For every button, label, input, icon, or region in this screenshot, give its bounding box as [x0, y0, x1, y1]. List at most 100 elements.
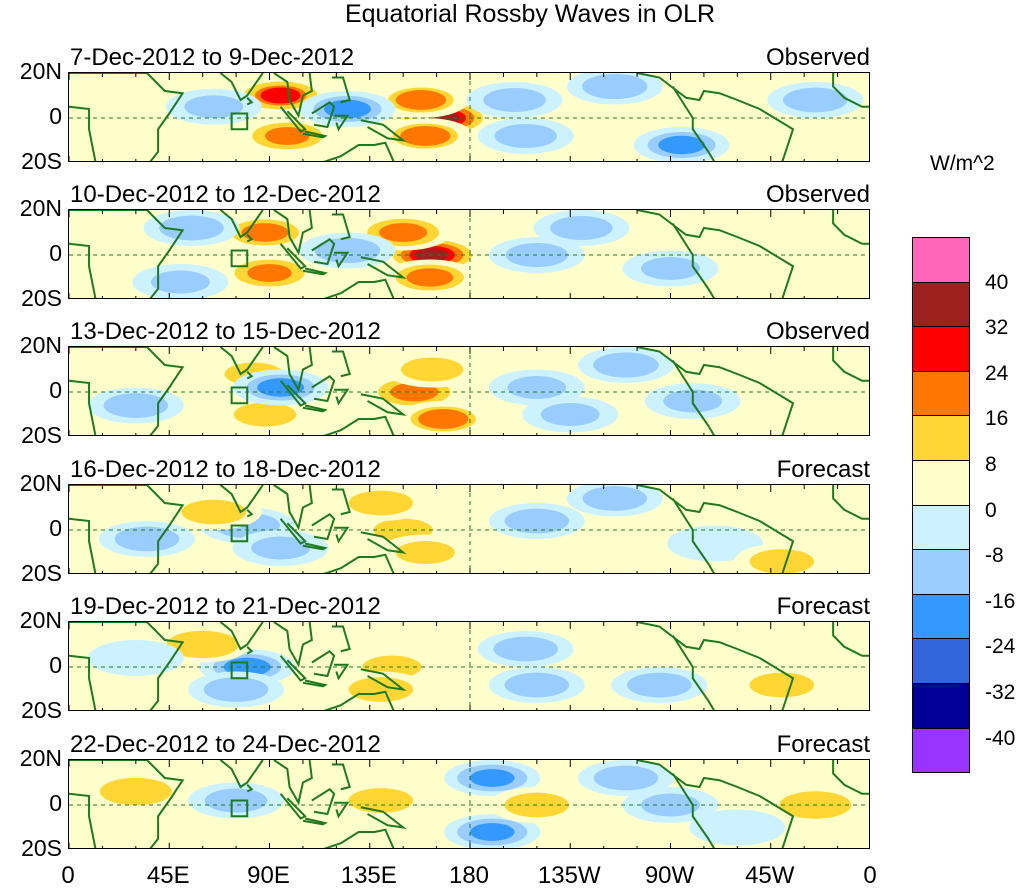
- anomaly-contour: [400, 126, 451, 146]
- colorbar-swatch: [912, 459, 970, 506]
- coastline: [832, 622, 869, 657]
- colorbar-level-label: -32: [985, 681, 1016, 704]
- coastline: [273, 622, 313, 668]
- colorbar-level-label: 8: [985, 453, 997, 476]
- anomaly-contour: [406, 268, 454, 287]
- coastline: [334, 114, 350, 132]
- anomaly-contour: [641, 257, 700, 280]
- coastline: [636, 210, 795, 298]
- anomaly-contour: [487, 89, 542, 111]
- coastline: [636, 622, 795, 710]
- coastline: [311, 512, 336, 541]
- anomaly-contour: [257, 378, 305, 397]
- panel-map: [68, 346, 870, 436]
- panel-map: [68, 209, 870, 299]
- coastline: [331, 213, 351, 241]
- x-tick-label: 135E: [340, 862, 397, 889]
- anomaly-contour: [159, 215, 224, 241]
- panel-kind-label: Forecast: [776, 593, 870, 620]
- y-tick-label: 0: [49, 790, 62, 816]
- reference-box: [230, 386, 249, 405]
- panel-map: [68, 484, 870, 574]
- anomaly-contour: [99, 644, 172, 672]
- y-tick-label: 0: [49, 515, 62, 541]
- anomaly-contour: [348, 490, 414, 516]
- coastline: [636, 347, 795, 435]
- anomaly-contour: [701, 813, 774, 842]
- anomaly-contour: [396, 541, 455, 564]
- chart-title: Equatorial Rossby Waves in OLR: [344, 0, 716, 28]
- olr-map: [69, 760, 869, 848]
- anomaly-contour: [348, 788, 414, 813]
- y-tick-label: 20S: [21, 285, 62, 311]
- coastline: [360, 531, 407, 555]
- x-tick-label: 180: [448, 862, 490, 889]
- coastline: [323, 553, 395, 573]
- panel-2: 10-Dec-2012 to 12-Dec-2012 Observed 20N 0 20…: [20, 181, 870, 311]
- anomaly-contour: [783, 87, 848, 113]
- reference-box: [230, 112, 249, 131]
- colorbar-swatch: [912, 682, 970, 729]
- coastline: [69, 485, 185, 573]
- x-tick-label: 90W: [644, 862, 695, 889]
- coastline: [279, 106, 307, 133]
- anomaly-contour: [251, 536, 310, 560]
- coastline: [219, 210, 264, 239]
- y-tick-label: 0: [49, 377, 62, 403]
- coastline: [273, 210, 313, 256]
- coastline: [273, 485, 313, 531]
- coastline: [219, 73, 264, 102]
- y-tick-label: 20S: [21, 835, 62, 861]
- coastline: [69, 347, 185, 435]
- anomaly-contour: [114, 526, 180, 552]
- coastline: [360, 806, 407, 830]
- anomaly-contour: [554, 217, 609, 239]
- y-tick-label: 20N: [19, 58, 62, 84]
- coastline: [331, 76, 351, 104]
- colorbar-level-label: 16: [985, 407, 1009, 431]
- anomaly-contour: [265, 127, 310, 145]
- anomaly-contour: [247, 264, 292, 282]
- anomaly-contour: [593, 765, 659, 791]
- anomaly-contour: [241, 223, 289, 242]
- olr-map: [69, 73, 869, 161]
- x-tick-label: 90E: [247, 862, 290, 889]
- anomaly-contour: [589, 76, 640, 97]
- x-tick-label: 0: [61, 862, 75, 889]
- coastline: [246, 784, 254, 793]
- colorbar-level-label: -16: [985, 589, 1016, 613]
- coastline: [360, 668, 407, 692]
- coastline: [302, 404, 328, 413]
- colorbar-level-label: -40: [985, 726, 1016, 750]
- anomaly-contour: [323, 99, 371, 119]
- coastline: [334, 526, 350, 544]
- anomaly-contour: [600, 355, 652, 375]
- coastline: [832, 73, 869, 108]
- colorbar-swatch: [912, 237, 970, 283]
- coastline: [636, 73, 795, 161]
- coastline: [334, 251, 350, 269]
- colorbar: [912, 237, 970, 774]
- coastline: [69, 760, 185, 848]
- anomaly-contour: [238, 404, 293, 425]
- coastline: [636, 760, 795, 848]
- coastline: [331, 350, 351, 378]
- coastline: [279, 243, 307, 270]
- coastline: [832, 210, 869, 245]
- anomaly-contour: [470, 823, 515, 841]
- colorbar-level-label: 24: [985, 361, 1009, 385]
- coastline: [219, 485, 264, 514]
- coastline: [360, 119, 407, 143]
- coastline: [832, 760, 869, 795]
- coastline: [279, 380, 307, 407]
- anomaly-contour: [166, 630, 239, 659]
- anomaly-contour: [627, 672, 692, 698]
- anomaly-contour: [260, 87, 301, 104]
- anomaly-contour: [493, 636, 558, 662]
- y-tick-label: 20N: [19, 195, 62, 221]
- panel-kind-label: Observed: [765, 181, 870, 208]
- anomaly-contour: [749, 672, 815, 698]
- colorbar-swatch: [912, 727, 970, 774]
- coastline: [273, 760, 313, 806]
- colorbar-level-label: 0: [985, 498, 997, 522]
